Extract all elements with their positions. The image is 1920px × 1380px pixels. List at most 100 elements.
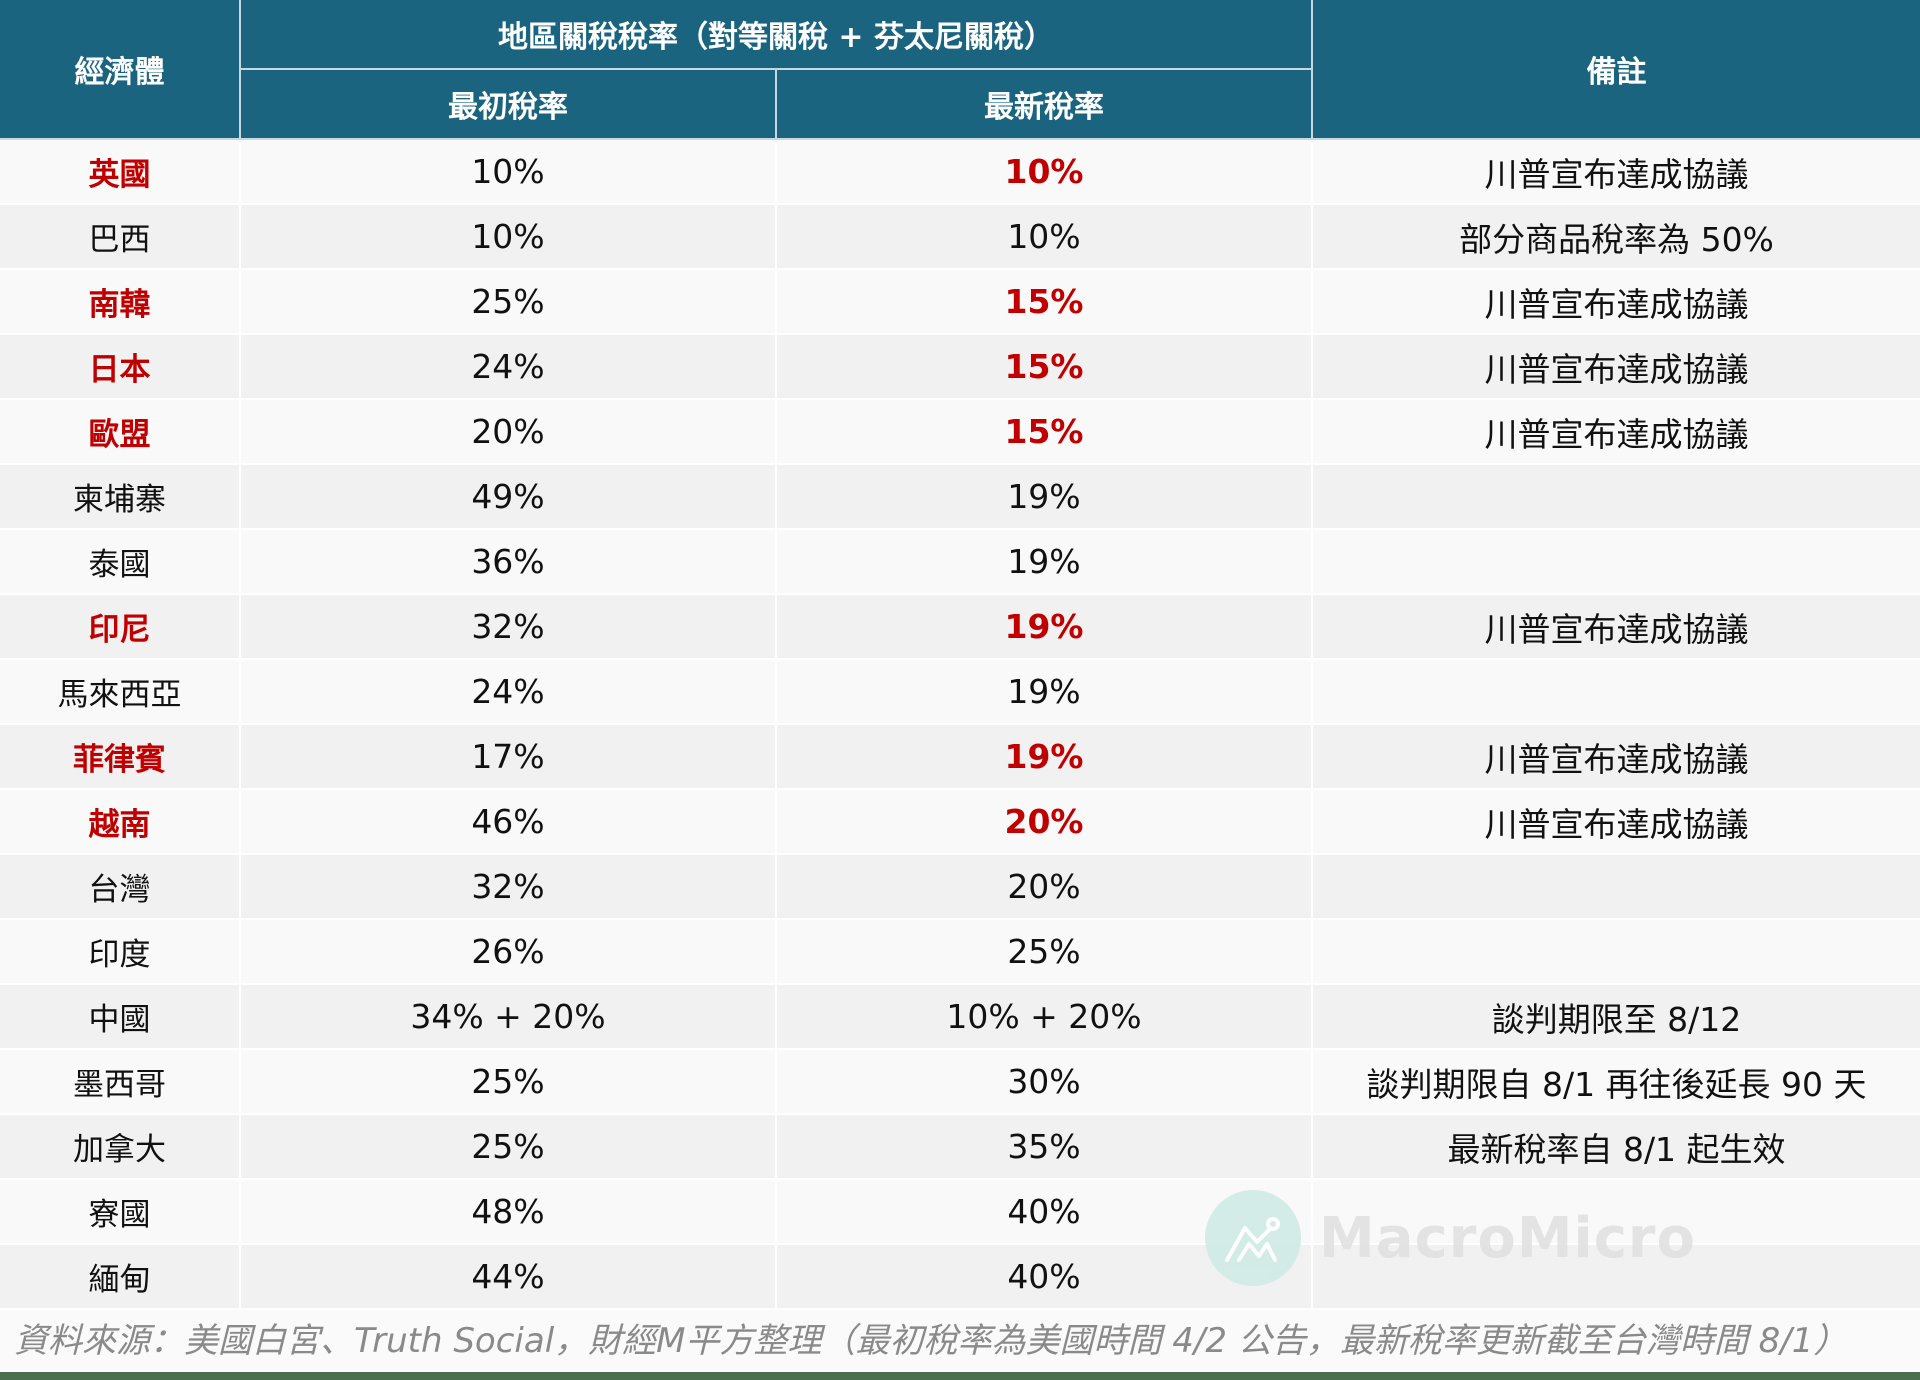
cell-initial-rate: 49% [239,463,777,530]
cell-note [1311,1243,1920,1310]
cell-latest-rate: 10% + 20% [775,983,1313,1050]
header-rate-group: 地區關稅稅率（對等關稅 + 芬太尼關稅） [239,0,1313,70]
cell-note: 川普宣布達成協議 [1311,333,1920,400]
cell-initial-rate: 44% [239,1243,777,1310]
cell-initial-rate: 26% [239,918,777,985]
table-row: 菲律賓 17% 19% 川普宣布達成協議 [0,723,1920,790]
cell-latest-rate: 19% [775,658,1313,725]
cell-latest-rate: 19% [775,723,1313,790]
cell-economy: 印尼 [0,593,241,660]
cell-note: 川普宣布達成協議 [1311,723,1920,790]
cell-initial-rate: 24% [239,658,777,725]
cell-note: 川普宣布達成協議 [1311,593,1920,660]
bottom-accent-bar [0,1372,1920,1380]
cell-economy: 南韓 [0,268,241,335]
cell-economy: 泰國 [0,528,241,595]
cell-economy: 中國 [0,983,241,1050]
table-row: 柬埔寨 49% 19% [0,463,1920,530]
cell-note: 川普宣布達成協議 [1311,788,1920,855]
cell-initial-rate: 48% [239,1178,777,1245]
cell-economy: 緬甸 [0,1243,241,1310]
cell-note: 川普宣布達成協議 [1311,268,1920,335]
cell-economy: 巴西 [0,203,241,270]
cell-latest-rate: 20% [775,788,1313,855]
cell-latest-rate: 40% [775,1178,1313,1245]
table-row: 馬來西亞 24% 19% [0,658,1920,725]
cell-latest-rate: 35% [775,1113,1313,1180]
cell-latest-rate: 20% [775,853,1313,920]
table-row: 寮國 48% 40% [0,1178,1920,1245]
cell-economy: 日本 [0,333,241,400]
cell-latest-rate: 19% [775,528,1313,595]
source-footnote: 資料來源：美國白宮、Truth Social，財經M平方整理（最初稅率為美國時間… [0,1310,1920,1372]
cell-initial-rate: 25% [239,268,777,335]
cell-economy: 台灣 [0,853,241,920]
cell-latest-rate: 40% [775,1243,1313,1310]
cell-initial-rate: 17% [239,723,777,790]
cell-latest-rate: 15% [775,268,1313,335]
table-row: 英國 10% 10% 川普宣布達成協議 [0,138,1920,205]
table-header: 經濟體 地區關稅稅率（對等關稅 + 芬太尼關稅） 備註 最初稅率 最新稅率 [0,0,1920,140]
cell-initial-rate: 10% [239,138,777,205]
table-row: 加拿大 25% 35% 最新稅率自 8/1 起生效 [0,1113,1920,1180]
table-row: 墨西哥 25% 30% 談判期限自 8/1 再往後延長 90 天 [0,1048,1920,1115]
cell-initial-rate: 32% [239,853,777,920]
cell-economy: 英國 [0,138,241,205]
table-row: 泰國 36% 19% [0,528,1920,595]
cell-note: 談判期限自 8/1 再往後延長 90 天 [1311,1048,1920,1115]
table-row: 越南 46% 20% 川普宣布達成協議 [0,788,1920,855]
cell-initial-rate: 25% [239,1113,777,1180]
cell-note: 談判期限至 8/12 [1311,983,1920,1050]
table-body: 英國 10% 10% 川普宣布達成協議 巴西 10% 10% 部分商品稅率為 50% 南韓 25%… [0,138,1920,1310]
table-row: 台灣 32% 20% [0,853,1920,920]
table-row: 日本 24% 15% 川普宣布達成協議 [0,333,1920,400]
cell-initial-rate: 32% [239,593,777,660]
table-row: 緬甸 44% 40% [0,1243,1920,1310]
cell-note [1311,918,1920,985]
table-row: 歐盟 20% 15% 川普宣布達成協議 [0,398,1920,465]
cell-latest-rate: 10% [775,138,1313,205]
cell-economy: 菲律賓 [0,723,241,790]
cell-latest-rate: 10% [775,203,1313,270]
cell-latest-rate: 15% [775,398,1313,465]
cell-note: 最新稅率自 8/1 起生效 [1311,1113,1920,1180]
cell-note: 川普宣布達成協議 [1311,398,1920,465]
table-row: 印尼 32% 19% 川普宣布達成協議 [0,593,1920,660]
cell-initial-rate: 25% [239,1048,777,1115]
header-economy: 經濟體 [0,0,241,140]
header-notes: 備註 [1311,0,1920,140]
cell-note: 部分商品稅率為 50% [1311,203,1920,270]
cell-latest-rate: 15% [775,333,1313,400]
header-latest-rate: 最新稅率 [775,69,1313,140]
cell-initial-rate: 46% [239,788,777,855]
cell-economy: 馬來西亞 [0,658,241,725]
cell-latest-rate: 25% [775,918,1313,985]
cell-note [1311,1178,1920,1245]
cell-economy: 寮國 [0,1178,241,1245]
cell-economy: 歐盟 [0,398,241,465]
cell-note [1311,463,1920,530]
cell-initial-rate: 24% [239,333,777,400]
cell-economy: 印度 [0,918,241,985]
cell-economy: 柬埔寨 [0,463,241,530]
cell-economy: 墨西哥 [0,1048,241,1115]
table-row: 巴西 10% 10% 部分商品稅率為 50% [0,203,1920,270]
header-initial-rate: 最初稅率 [239,69,777,140]
cell-note [1311,658,1920,725]
cell-economy: 越南 [0,788,241,855]
cell-initial-rate: 36% [239,528,777,595]
table-row: 中國 34% + 20% 10% + 20% 談判期限至 8/12 [0,983,1920,1050]
cell-initial-rate: 20% [239,398,777,465]
table-row: 印度 26% 25% [0,918,1920,985]
cell-latest-rate: 19% [775,463,1313,530]
cell-initial-rate: 10% [239,203,777,270]
cell-latest-rate: 19% [775,593,1313,660]
cell-initial-rate: 34% + 20% [239,983,777,1050]
cell-note: 川普宣布達成協議 [1311,138,1920,205]
cell-economy: 加拿大 [0,1113,241,1180]
cell-note [1311,853,1920,920]
table-row: 南韓 25% 15% 川普宣布達成協議 [0,268,1920,335]
cell-latest-rate: 30% [775,1048,1313,1115]
cell-note [1311,528,1920,595]
